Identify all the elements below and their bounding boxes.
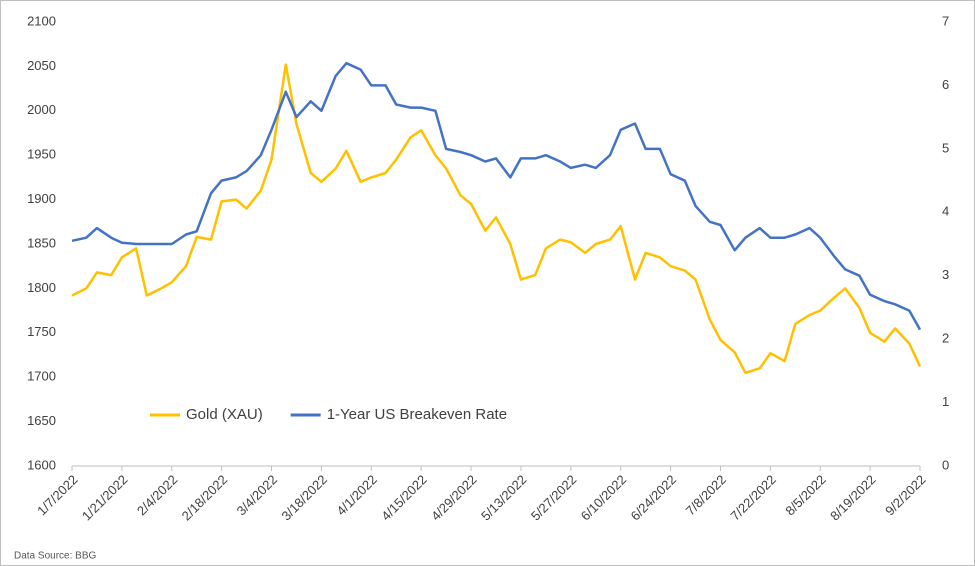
legend: Gold (XAU) 1-Year US Breakeven Rate (150, 406, 507, 423)
y-tick-label: 2000 (27, 102, 56, 117)
y-tick-label: 1650 (27, 413, 56, 428)
y-tick-label: 1700 (27, 369, 56, 384)
y2-tick-label: 5 (942, 140, 949, 155)
y2-tick-label: 7 (942, 13, 949, 28)
y2-tick-label: 6 (942, 77, 949, 92)
y2-tick-label: 0 (942, 457, 949, 472)
y2-tick-label: 3 (942, 267, 949, 282)
y-tick-label: 1800 (27, 280, 56, 295)
source-note: Data Source: BBG (14, 551, 96, 562)
y2-tick-label: 1 (942, 394, 949, 409)
y2-tick-label: 2 (942, 331, 949, 346)
legend-label: Gold (XAU) (186, 406, 263, 423)
line-series (71, 61, 922, 331)
y-tick-label: 2100 (27, 13, 56, 28)
legend-label: 1-Year US Breakeven Rate (327, 406, 507, 423)
y-tick-label: 1850 (27, 235, 56, 250)
y2-tick-label: 4 (942, 204, 949, 219)
y-tick-label: 1900 (27, 191, 56, 206)
y-tick-label: 1750 (27, 324, 56, 339)
y-tick-label: 2050 (27, 58, 56, 73)
line-series (71, 63, 922, 375)
y-tick-label: 1950 (27, 147, 56, 162)
y-tick-label: 1600 (27, 457, 56, 472)
